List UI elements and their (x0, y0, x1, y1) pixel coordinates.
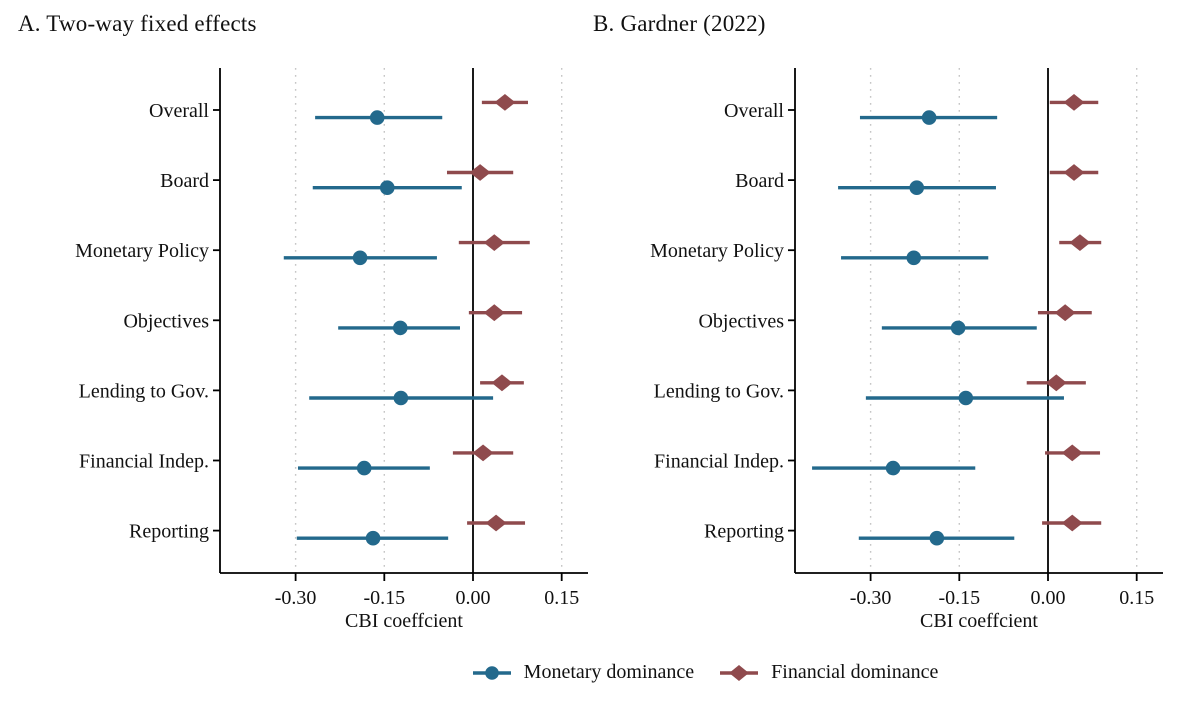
legend-label-financial-dominance: Financial dominance (771, 661, 939, 683)
svg-text:Objectives: Objectives (698, 310, 784, 332)
legend-label-monetary-dominance: Monetary dominance (523, 661, 695, 683)
svg-text:Financial Indep.: Financial Indep. (79, 451, 209, 473)
svg-text:-0.30: -0.30 (275, 587, 317, 609)
svg-text:0.15: 0.15 (1119, 587, 1154, 609)
svg-text:Overall: Overall (724, 100, 784, 122)
legend-item-financial-dominance: Financial dominance (720, 661, 938, 684)
svg-text:-0.15: -0.15 (363, 587, 405, 609)
panel-b-plot: -0.30 -0.15 0.00 0.15 Overall Board Monetary P… (650, 68, 1163, 632)
monetary-dominance-circle-icon (472, 665, 511, 680)
svg-text:Monetary Policy: Monetary Policy (650, 240, 784, 262)
svg-text:Lending to Gov.: Lending to Gov. (654, 380, 784, 402)
svg-text:0.00: 0.00 (456, 587, 491, 609)
svg-text:Reporting: Reporting (704, 521, 784, 543)
svg-text:CBI coeffcient: CBI coeffcient (920, 610, 1038, 632)
svg-text:0.15: 0.15 (544, 587, 579, 609)
panel-a-plot: -0.30 -0.15 0.00 0.15 Overall Board Monetary P… (75, 68, 588, 632)
svg-text:-0.15: -0.15 (938, 587, 980, 609)
panel-b-title: B. Gardner (2022) (593, 11, 766, 36)
svg-text:Overall: Overall (149, 100, 209, 122)
svg-text:Board: Board (735, 170, 784, 192)
svg-text:Objectives: Objectives (123, 310, 209, 332)
svg-text:Reporting: Reporting (129, 521, 209, 543)
svg-text:Lending to Gov.: Lending to Gov. (79, 380, 209, 402)
panel-a-title: A. Two-way fixed effects (18, 11, 257, 36)
svg-text:Board: Board (160, 170, 209, 192)
svg-text:-0.30: -0.30 (850, 587, 892, 609)
legend-item-monetary-dominance: Monetary dominance (472, 661, 695, 684)
legend: Monetary dominance Financial dominance (115, 661, 1181, 684)
svg-text:0.00: 0.00 (1031, 587, 1066, 609)
svg-text:CBI coeffcient: CBI coeffcient (345, 610, 463, 632)
svg-text:Monetary Policy: Monetary Policy (75, 240, 209, 262)
svg-text:Financial Indep.: Financial Indep. (654, 451, 784, 473)
financial-dominance-diamond-icon (720, 664, 759, 681)
